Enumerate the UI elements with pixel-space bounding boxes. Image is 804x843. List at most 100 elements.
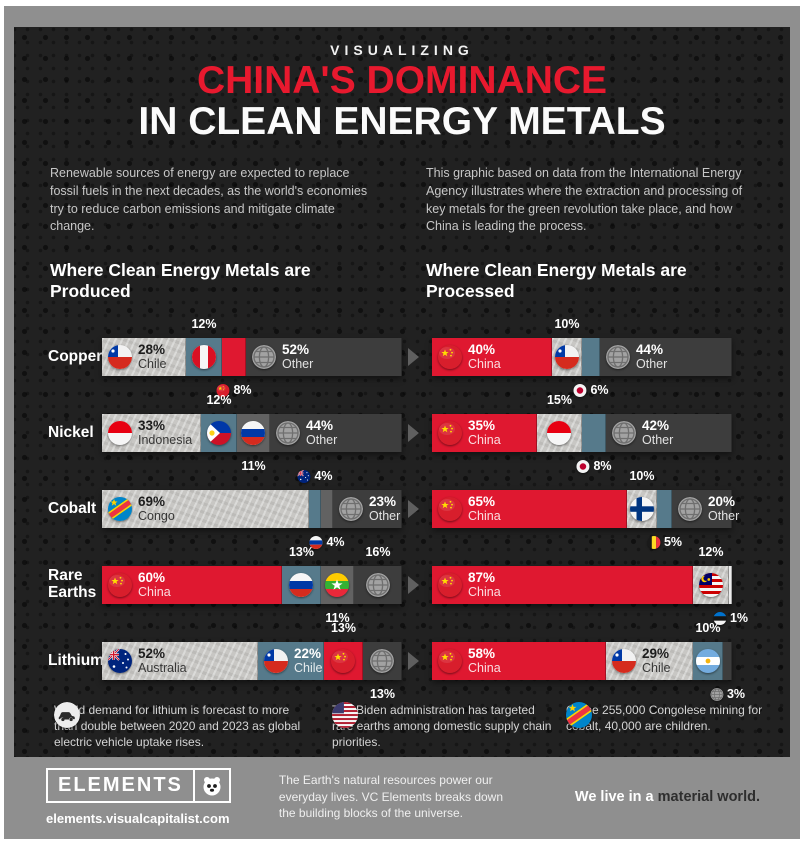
flow-arrow-icon bbox=[408, 576, 419, 594]
belgium-flag-icon bbox=[646, 535, 660, 549]
segment-china: 65% China bbox=[432, 490, 627, 528]
congo-flag-icon bbox=[108, 497, 132, 521]
segment-percent: 52% bbox=[282, 341, 310, 357]
segment-australia bbox=[309, 490, 321, 528]
segment-country: Other bbox=[708, 508, 740, 523]
finland-flag-icon bbox=[629, 497, 654, 521]
segment-country: China bbox=[468, 432, 501, 447]
segment-chile bbox=[552, 338, 582, 376]
elements-logo-text: ELEMENTS bbox=[58, 774, 183, 796]
segment-belgium bbox=[657, 490, 672, 528]
segment-country: Other bbox=[282, 356, 314, 371]
segment-china: 40% China bbox=[432, 338, 552, 376]
segment-percent: 44% bbox=[636, 341, 664, 357]
segment-value-label: 4% bbox=[297, 469, 333, 483]
ev-car-icon bbox=[54, 702, 80, 728]
segment-other: 42% Other bbox=[606, 414, 732, 452]
metal-label-cobalt: Cobalt bbox=[48, 499, 97, 517]
segment-russia bbox=[237, 414, 270, 452]
footer-slogan: We live in a material world. bbox=[575, 789, 760, 805]
segment-country: Congo bbox=[138, 508, 175, 523]
segment-percent: 23% bbox=[369, 493, 397, 509]
segment-value-label: 6% bbox=[573, 383, 609, 397]
estonia-flag-icon bbox=[712, 611, 726, 625]
segment-country: China bbox=[468, 356, 501, 371]
segment-percent: 20% bbox=[708, 493, 736, 509]
segment-percent: 65% bbox=[468, 493, 496, 509]
segment-china: 35% China bbox=[432, 414, 537, 452]
segment-value-label: 12% bbox=[698, 545, 724, 559]
malaysia-flag-icon bbox=[698, 573, 723, 597]
indonesia-flag-icon bbox=[108, 421, 132, 445]
chart: Copper 28% Chile 52% Other 12% 8% 40% China 44% Ot… bbox=[14, 310, 790, 701]
segment-value-label: 8% bbox=[576, 459, 612, 473]
globe-icon bbox=[678, 497, 702, 521]
page-title-accent: CHINA'S DOMINANCE bbox=[196, 59, 608, 102]
column-headers: Where Clean Energy Metals are Produced W… bbox=[14, 260, 790, 302]
slogan-dark: material world. bbox=[657, 789, 760, 805]
segment-other bbox=[354, 566, 402, 604]
segment-japan bbox=[582, 338, 600, 376]
segment-country: Chile bbox=[642, 660, 671, 675]
kicker: VISUALIZING bbox=[330, 42, 474, 58]
myanmar-flag-icon bbox=[325, 573, 349, 597]
segment-country: Chile bbox=[294, 660, 323, 675]
chile-flag-icon bbox=[554, 345, 579, 369]
china-flag-icon bbox=[438, 573, 462, 597]
segment-australia: 52% Australia bbox=[102, 642, 258, 680]
segment-philippines bbox=[201, 414, 237, 452]
segment-percent: 42% bbox=[642, 417, 670, 433]
segment-other bbox=[723, 642, 732, 680]
china-flag-icon bbox=[108, 573, 132, 597]
segment-country: Australia bbox=[138, 660, 187, 675]
segment-argentina bbox=[693, 642, 723, 680]
china-flag-icon bbox=[331, 649, 355, 673]
segment-country: Other bbox=[636, 356, 668, 371]
footer-tagline: The Earth's natural resources power our … bbox=[278, 772, 504, 821]
produced-bar-nickel: 33% Indonesia 44% Other 12% 11% bbox=[102, 393, 402, 473]
gray-frame: VISUALIZING CHINA'S DOMINANCE IN CLEAN E… bbox=[4, 6, 800, 839]
segment-value-label: 8% bbox=[216, 383, 252, 397]
flow-arrow-icon bbox=[408, 652, 419, 670]
segment-value-label: 15% bbox=[546, 393, 573, 407]
note-text: World demand for lithium is forecast to … bbox=[54, 703, 301, 750]
segment-percent: 52% bbox=[138, 645, 166, 661]
segment-country: Other bbox=[306, 432, 338, 447]
segment-myanmar bbox=[321, 566, 354, 604]
segment-other: 23% Other bbox=[333, 490, 402, 528]
segment-percent: 69% bbox=[138, 493, 166, 509]
produced-bar-cobalt: 69% Congo 23% Other 4% 4% bbox=[102, 469, 402, 549]
segment-value-label: 10% bbox=[554, 317, 580, 331]
segment-country: China bbox=[468, 584, 501, 599]
note-text: The Biden administration has targeted ra… bbox=[332, 703, 552, 750]
segment-value-label: 12% bbox=[206, 393, 232, 407]
segment-percent: 22% bbox=[294, 645, 322, 661]
flow-arrow-icon bbox=[408, 424, 419, 442]
segment-value-label: 3% bbox=[709, 687, 745, 701]
segment-value-label: 1% bbox=[712, 611, 748, 625]
segment-other: 44% Other bbox=[600, 338, 732, 376]
segment-percent: 29% bbox=[642, 645, 670, 661]
segment-china: 87% China bbox=[432, 566, 693, 604]
produced-bar-copper: 28% Chile 52% Other 12% 8% bbox=[102, 317, 402, 397]
segment-percent: 35% bbox=[468, 417, 496, 433]
segment-chile: 28% Chile bbox=[102, 338, 186, 376]
segment-value-label: 12% bbox=[191, 317, 217, 331]
segment-value-label: 10% bbox=[629, 469, 655, 483]
segment-country: China bbox=[138, 584, 171, 599]
elements-mascot-icon bbox=[192, 770, 229, 801]
globe-icon bbox=[339, 497, 363, 521]
produced-bar-lithium: 52% Australia 22% Chile 13% 13% bbox=[102, 621, 402, 701]
processed-bar-rare-earths: 87% China 12% 1% bbox=[432, 545, 748, 625]
elements-brand: ELEMENTS elements.visualcapitalist.com bbox=[46, 768, 231, 826]
segment-indonesia bbox=[537, 414, 582, 452]
japan-flag-icon bbox=[576, 459, 590, 473]
segment-china: 58% China bbox=[432, 642, 606, 680]
chile-flag-icon bbox=[612, 649, 636, 673]
note-cobalt: Of the 255,000 Congolese mining for coba… bbox=[566, 702, 778, 734]
intro-row: Renewable sources of energy are expected… bbox=[14, 165, 790, 236]
note-rare-earths: The Biden administration has targeted ra… bbox=[332, 702, 552, 751]
footer: ELEMENTS elements.visualcapitalist.com T… bbox=[4, 755, 800, 839]
website-link[interactable]: elements.visualcapitalist.com bbox=[46, 811, 230, 826]
